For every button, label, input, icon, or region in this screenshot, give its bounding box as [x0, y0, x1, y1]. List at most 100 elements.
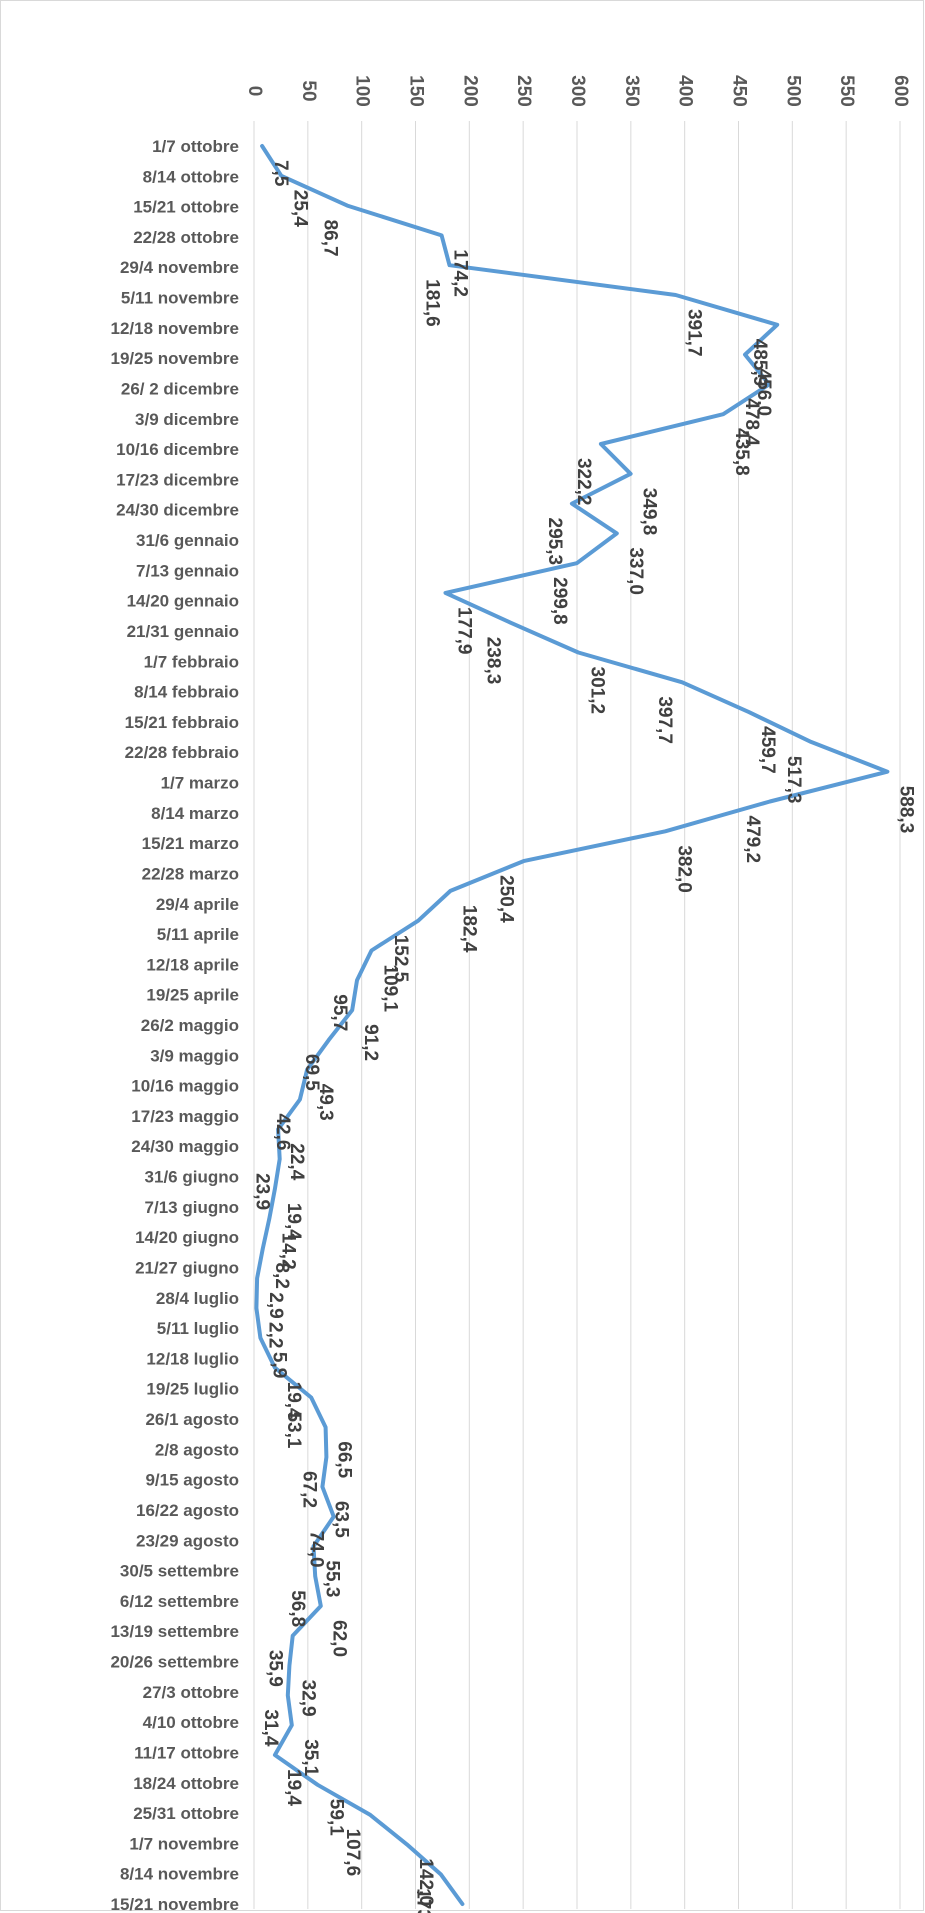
- data-label: 2,9: [265, 1292, 286, 1318]
- data-label: 173,4: [413, 1888, 434, 1913]
- series-line-group: [254, 144, 890, 1906]
- value-tick-label: 200: [459, 75, 480, 107]
- category-label: 24/30 maggio: [131, 1137, 239, 1156]
- value-tick-label: 350: [621, 75, 642, 107]
- category-label: 7/13 gennaio: [136, 561, 239, 580]
- category-label: 21/27 giugno: [135, 1258, 239, 1277]
- data-label: 35,1: [300, 1739, 321, 1776]
- data-label: 142,0: [415, 1858, 436, 1906]
- data-label: 391,7: [684, 309, 705, 357]
- category-label: 19/25 aprile: [146, 986, 239, 1005]
- value-tick-label: 150: [405, 75, 426, 107]
- category-label: 20/26 settembre: [110, 1653, 239, 1672]
- category-label: 10/16 dicembre: [116, 440, 239, 459]
- category-label: 10/16 maggio: [131, 1077, 239, 1096]
- category-label: 13/19 settembre: [110, 1622, 239, 1641]
- category-label: 1/7 marzo: [161, 774, 239, 793]
- data-label: 59,1: [326, 1799, 347, 1836]
- data-label: 485,9: [749, 339, 770, 387]
- value-tick-label: 600: [890, 75, 911, 107]
- category-label: 9/15 agosto: [145, 1471, 239, 1490]
- data-label: 301,2: [586, 667, 607, 715]
- data-label: 62,0: [329, 1620, 350, 1657]
- category-label: 21/31 gennaio: [127, 622, 239, 641]
- category-label: 31/6 giugno: [145, 1168, 239, 1187]
- data-label: 588,3: [895, 786, 916, 834]
- category-label: 5/11 novembre: [121, 289, 239, 308]
- data-label: 5,9: [268, 1352, 289, 1378]
- category-label: 12/18 novembre: [110, 319, 239, 338]
- category-label: 22/28 febbraio: [125, 743, 239, 762]
- data-label: 56,8: [287, 1590, 308, 1627]
- value-tick-label: 500: [782, 75, 803, 107]
- data-label: 177,9: [454, 607, 475, 655]
- data-label: 382,0: [673, 845, 694, 893]
- data-label: 337,0: [625, 547, 646, 595]
- category-label: 6/12 settembre: [120, 1592, 239, 1611]
- category-label: 22/28 ottobre: [133, 228, 239, 247]
- data-label: 19,4: [283, 1203, 304, 1240]
- data-label: 479,2: [742, 816, 763, 864]
- category-label: 8/14 novembre: [120, 1865, 239, 1884]
- data-label: 2,2: [264, 1322, 285, 1348]
- data-label: 31,4: [260, 1709, 281, 1746]
- category-label: 30/5 settembre: [120, 1562, 239, 1581]
- category-label: 5/11 luglio: [157, 1319, 239, 1338]
- value-tick-label: 0: [244, 86, 265, 97]
- category-label: 15/21 novembre: [110, 1895, 239, 1913]
- data-label: 19,4: [283, 1769, 304, 1806]
- data-label: 109,1: [379, 965, 400, 1013]
- category-label: 11/17 ottobre: [134, 1743, 239, 1762]
- category-label: 5/11 aprile: [157, 925, 239, 944]
- data-label: 49,3: [315, 1084, 336, 1121]
- category-label: 8/14 ottobre: [143, 167, 239, 186]
- data-label: 349,8: [639, 488, 660, 536]
- data-label: 66,5: [334, 1441, 355, 1478]
- category-label: 7/13 giugno: [145, 1198, 239, 1217]
- data-label: 53,1: [283, 1411, 304, 1448]
- data-label: 397,7: [654, 696, 675, 744]
- category-label: 22/28 marzo: [142, 864, 239, 883]
- category-label: 1/7 ottobre: [152, 137, 239, 156]
- data-label: 107,6: [342, 1829, 363, 1877]
- category-label: 12/18 aprile: [146, 955, 239, 974]
- category-label: 29/4 novembre: [120, 258, 239, 277]
- category-label: 3/9 maggio: [150, 1046, 239, 1065]
- data-labels: 7,5 25,4 86,7 174,2 181,6 391,7 485,9456,0478,…: [252, 160, 917, 1913]
- data-label: 322,2: [573, 458, 594, 506]
- category-label: 24/30 dicembre: [116, 501, 239, 520]
- category-label: 19/25 luglio: [146, 1380, 239, 1399]
- data-label: 238,3: [483, 637, 504, 685]
- data-label: 63,5: [330, 1501, 351, 1538]
- category-label: 19/25 novembre: [110, 349, 239, 368]
- category-label: 25/31 ottobre: [133, 1804, 239, 1823]
- value-tick-label: 300: [567, 75, 588, 107]
- data-label: 295,3: [544, 518, 565, 566]
- data-label: 69,5: [301, 1054, 322, 1091]
- data-label: 250,4: [496, 875, 517, 923]
- category-label: 4/10 ottobre: [143, 1713, 239, 1732]
- category-label: 26/2 maggio: [141, 1016, 239, 1035]
- data-label: 95,7: [329, 994, 350, 1031]
- category-label: 26/ 2 dicembre: [121, 379, 239, 398]
- category-label: 16/22 agosto: [136, 1501, 239, 1520]
- data-label: 23,9: [252, 1173, 273, 1210]
- data-label: 517,3: [783, 756, 804, 804]
- value-axis-ticks: 0 50 100 150 200 250 300 350 400 450 500 550 600: [244, 75, 911, 107]
- value-tick-label: 400: [675, 75, 696, 107]
- data-label: 174,2: [450, 249, 471, 297]
- category-label: 1/7 febbraio: [144, 652, 239, 671]
- data-label: 91,2: [360, 1024, 381, 1061]
- data-label: 8,2: [271, 1262, 292, 1288]
- data-label: 86,7: [319, 220, 340, 257]
- category-axis-labels: 1/7 ottobre 8/14 ottobre 15/21 ottobre 22/2…: [110, 137, 239, 1913]
- category-label: 14/20 giugno: [135, 1228, 239, 1247]
- data-label: 181,6: [422, 279, 443, 327]
- data-label: 32,9: [297, 1680, 318, 1717]
- data-label: 74,0: [306, 1531, 327, 1568]
- data-label: 459,7: [757, 726, 778, 774]
- category-label: 2/8 agosto: [155, 1440, 239, 1459]
- category-label: 26/1 agosto: [145, 1410, 239, 1429]
- value-tick-label: 550: [836, 75, 857, 107]
